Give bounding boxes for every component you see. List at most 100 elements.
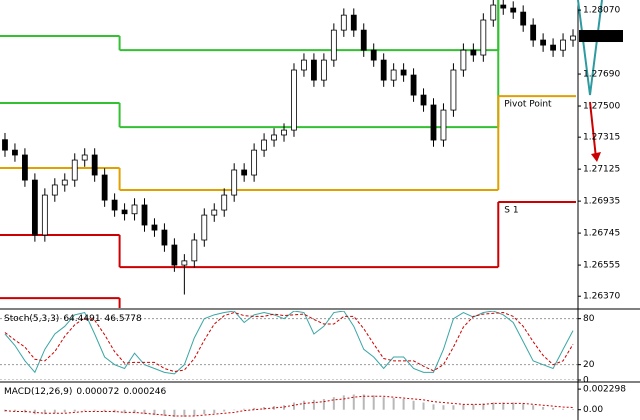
macd-bar	[482, 403, 485, 410]
level-label: Pivot Point	[504, 100, 552, 110]
macd-bar	[63, 409, 66, 413]
macd-bar	[462, 404, 465, 410]
candle-body	[201, 214, 208, 241]
stoch-signal-value: 46.5778	[105, 314, 142, 324]
macd-bar	[432, 404, 435, 410]
macd-bar	[332, 397, 335, 410]
y-tick-label: 1.27690	[583, 70, 620, 80]
macd-bar	[213, 409, 216, 414]
macd-bar	[412, 400, 415, 410]
candle-body	[221, 194, 228, 211]
macd-bar	[103, 409, 106, 412]
macd-bar	[572, 409, 575, 410]
macd-bar	[542, 407, 545, 410]
macd-bar	[532, 405, 535, 410]
level-label: S 1	[504, 205, 518, 215]
macd-title: MACD(12,26,9)	[4, 387, 72, 397]
macd-bar	[163, 409, 166, 416]
macd-bar	[73, 409, 76, 412]
macd-bar	[43, 409, 46, 415]
macd-bar	[422, 402, 425, 410]
stoch-main-value: 64.4491	[63, 314, 100, 324]
macd-bar	[243, 408, 246, 410]
macd-bar	[562, 408, 565, 410]
candle-body	[171, 244, 178, 266]
macd-bar	[402, 398, 405, 410]
candle-body	[141, 204, 148, 226]
y-tick-label: 20	[583, 360, 595, 370]
macd-bar	[253, 407, 256, 410]
candle-body	[510, 7, 517, 13]
candle-body	[231, 169, 238, 196]
macd-bar	[153, 409, 156, 416]
macd-bar	[502, 402, 505, 410]
forecast-arrowhead	[591, 152, 601, 162]
candle-body	[181, 260, 188, 266]
y-tick-label: 1.27315	[583, 133, 620, 143]
macd-bar	[372, 395, 375, 410]
macd-bar	[123, 409, 126, 414]
y-tick-label: 1.26370	[583, 292, 620, 302]
candle-body	[22, 154, 28, 181]
macd-bar	[352, 394, 355, 410]
macd-bar	[312, 399, 315, 410]
macd-bar	[203, 409, 206, 415]
forecast-down	[589, 101, 597, 159]
macd-bar	[93, 409, 96, 411]
candle-body	[540, 39, 547, 46]
macd-bar	[143, 409, 146, 415]
stoch-line	[4, 312, 574, 373]
macd-bar	[233, 409, 236, 411]
candle-body	[161, 229, 168, 246]
macd-bar	[382, 397, 385, 410]
macd-bar	[302, 400, 305, 410]
y-tick-label: 80	[583, 314, 595, 324]
candle-body	[291, 69, 297, 131]
candle-body	[281, 129, 287, 136]
y-tick-label: 1.28070	[583, 6, 620, 16]
panel	[0, 0, 577, 308]
macd-bar	[263, 407, 266, 410]
candle-body	[570, 35, 576, 41]
y-tick-label: 1.26745	[583, 229, 620, 239]
macd-bar	[452, 405, 455, 410]
candle-body	[370, 49, 377, 61]
macd-bar	[342, 395, 345, 410]
macd-bar	[53, 409, 56, 414]
y-tick-label: 1.26555	[583, 261, 620, 271]
candle-body	[111, 199, 118, 211]
candle-body	[251, 149, 258, 176]
macd-bar	[283, 405, 286, 410]
y-tick-label: 0.002298	[583, 385, 626, 395]
macd-bar	[392, 398, 395, 410]
macd-signal-value: 0.000246	[123, 387, 166, 397]
candle-body	[350, 14, 357, 31]
candle-body	[31, 179, 38, 236]
macd-bar	[133, 409, 136, 414]
candle-body	[470, 49, 477, 56]
macd-bar	[13, 409, 16, 412]
candle-body	[550, 44, 556, 51]
candle-body	[450, 69, 457, 111]
candle-body	[390, 69, 397, 81]
macd-header: MACD(12,26,9) 0.000072 0.000246	[4, 387, 167, 397]
candle-body	[191, 239, 198, 262]
candle-body	[360, 29, 367, 51]
candle-body	[440, 109, 447, 141]
candle-body	[560, 39, 566, 51]
macd-bar	[83, 409, 86, 411]
y-tick-label: 0.00	[583, 405, 603, 415]
candle-body	[241, 169, 248, 176]
candle-body	[410, 74, 417, 96]
current-price-box	[579, 30, 623, 43]
current-price: 1.27916	[583, 32, 620, 42]
panel	[3, 394, 575, 417]
macd-bar	[183, 409, 186, 417]
macd-bar	[512, 402, 515, 410]
macd-main-value: 0.000072	[76, 387, 119, 397]
candle-body	[61, 179, 68, 186]
panel	[0, 311, 578, 380]
stoch-title: Stoch(5,3,3)	[4, 314, 59, 324]
